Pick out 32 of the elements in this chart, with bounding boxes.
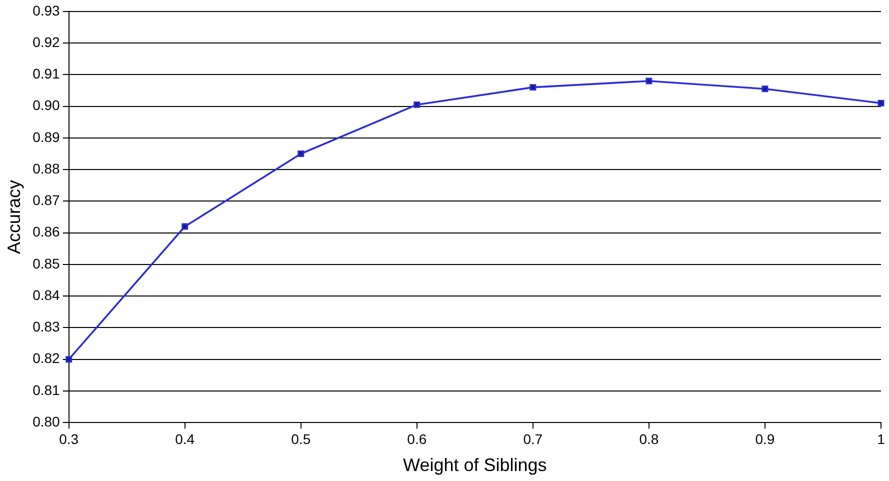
point — [762, 86, 768, 92]
x-tick-label: 0.8 — [639, 430, 659, 447]
y-tick-label: 0.87 — [32, 192, 60, 208]
y-tick-label: 0.90 — [32, 97, 60, 114]
x-tick-label: 0.6 — [407, 430, 427, 447]
point — [530, 84, 536, 91]
y-tick-label: 0.93 — [32, 2, 60, 18]
y-axis-title: Accuracy — [4, 180, 24, 254]
x-tick-label: 0.3 — [59, 430, 79, 447]
y-tick-label: 0.85 — [32, 255, 60, 272]
point — [646, 78, 652, 84]
x-tick-label: 0.4 — [175, 430, 195, 447]
point — [66, 356, 72, 363]
x-tick-label: 0.5 — [291, 430, 311, 447]
y-tick-label: 0.91 — [32, 66, 60, 82]
y-tick-label: 0.82 — [32, 350, 60, 366]
y-tick-label: 0.81 — [32, 382, 60, 398]
y-tick-label: 0.88 — [32, 160, 60, 176]
x-axis-title: Weight of Siblings — [403, 455, 547, 476]
x-tick-label: 1 — [877, 430, 886, 447]
y-tick-label: 0.84 — [32, 286, 60, 303]
point — [182, 223, 188, 230]
y-tick-label: 0.92 — [32, 34, 60, 50]
y-tick-label: 0.89 — [32, 128, 60, 145]
y-tick-label: 0.80 — [32, 413, 60, 430]
y-tick-label: 0.86 — [32, 224, 60, 240]
point — [414, 101, 420, 108]
y-tick-label: 0.83 — [32, 318, 60, 335]
point — [298, 150, 304, 157]
x-tick-label: 0.7 — [523, 430, 543, 447]
x-tick-label: 0.9 — [755, 430, 775, 447]
point — [878, 100, 884, 106]
